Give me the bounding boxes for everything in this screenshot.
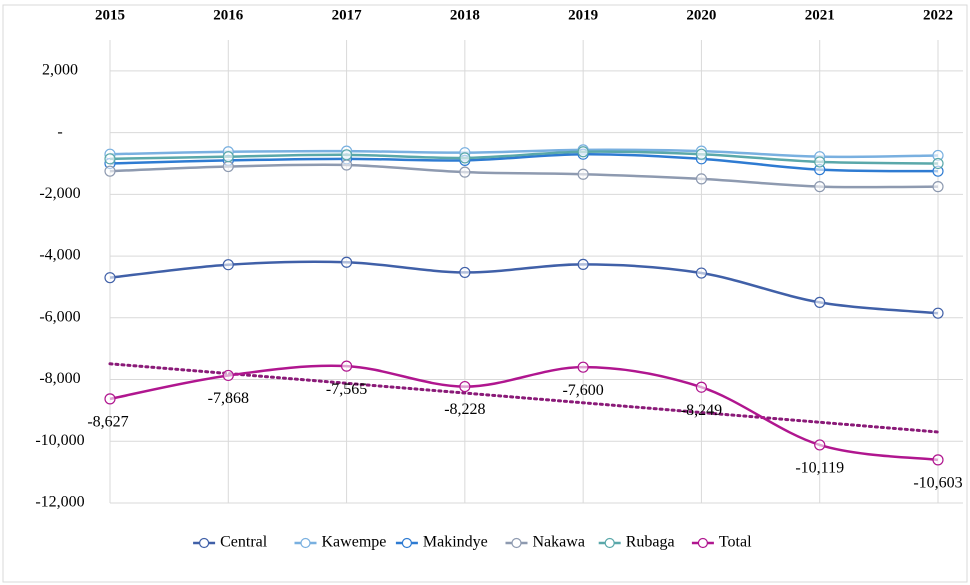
y-tick-label: -4,000 — [39, 247, 80, 264]
x-tick-label: 2020 — [686, 7, 716, 23]
point — [104, 393, 116, 405]
legend-label: Rubaga — [626, 534, 675, 551]
series-line — [109, 150, 939, 165]
data-label: -8,249 — [681, 402, 722, 419]
series-line — [109, 152, 939, 173]
legend-marker — [604, 537, 615, 549]
data-label: -10,119 — [795, 460, 844, 477]
data-label: -7,600 — [562, 382, 603, 399]
point — [222, 160, 234, 173]
point — [814, 439, 826, 451]
series-line — [109, 364, 939, 462]
point — [695, 173, 708, 185]
series-line — [109, 148, 939, 159]
point — [459, 266, 471, 279]
y-tick-label: -10,000 — [35, 432, 84, 449]
legend-label: Nakawa — [533, 534, 585, 551]
point — [222, 369, 234, 382]
point — [104, 165, 116, 177]
x-tick-label: 2015 — [95, 7, 125, 23]
x-tick-label: 2016 — [213, 7, 244, 23]
point — [577, 168, 589, 180]
point — [932, 454, 944, 466]
legend-label: Kawempe — [322, 534, 387, 551]
point — [695, 148, 708, 160]
x-tick-label: 2019 — [568, 7, 598, 23]
point — [104, 272, 116, 284]
y-tick-label: -6,000 — [39, 308, 80, 325]
y-tick-label: 2,000 — [42, 62, 78, 79]
legend-marker — [401, 537, 412, 549]
point — [932, 181, 944, 193]
legend-label: Total — [719, 534, 752, 551]
data-label: -7,565 — [326, 381, 367, 398]
point — [459, 380, 471, 393]
series-line — [109, 163, 939, 189]
point — [577, 258, 589, 271]
point — [814, 296, 826, 308]
point — [695, 381, 708, 393]
legend-marker — [300, 537, 311, 549]
point — [932, 157, 944, 170]
point — [814, 156, 826, 168]
point — [222, 259, 234, 271]
y-tick-label: -12,000 — [35, 494, 84, 511]
series-line — [109, 260, 939, 315]
legend-marker — [697, 537, 709, 549]
data-label: -8,627 — [87, 414, 128, 431]
y-tick-label: - — [57, 123, 62, 140]
x-tick-label: 2017 — [332, 7, 363, 23]
point — [340, 256, 353, 268]
point — [104, 153, 116, 165]
point — [814, 181, 826, 193]
y-tick-label: -2,000 — [39, 185, 80, 202]
point — [932, 307, 944, 319]
point — [340, 149, 353, 161]
data-label: -8,228 — [444, 401, 485, 418]
point — [459, 152, 471, 164]
x-tick-label: 2018 — [450, 7, 480, 23]
y-tick-label: -8,000 — [39, 370, 80, 387]
legend-marker — [511, 537, 522, 549]
point — [577, 146, 589, 158]
point — [222, 151, 234, 163]
point — [340, 159, 353, 171]
point — [340, 360, 353, 372]
point — [577, 361, 589, 373]
chart-frame — [2, 4, 968, 583]
x-tick-label: 2021 — [805, 7, 835, 23]
data-label: -7,868 — [208, 390, 249, 407]
legend-label: Central — [220, 534, 268, 551]
point — [695, 267, 708, 279]
legend-label: Makindye — [423, 534, 488, 551]
legend-marker — [199, 537, 210, 549]
point — [459, 166, 471, 178]
trendline — [108, 362, 940, 434]
data-label: -10,603 — [913, 475, 962, 492]
x-tick-label: 2022 — [923, 7, 953, 23]
